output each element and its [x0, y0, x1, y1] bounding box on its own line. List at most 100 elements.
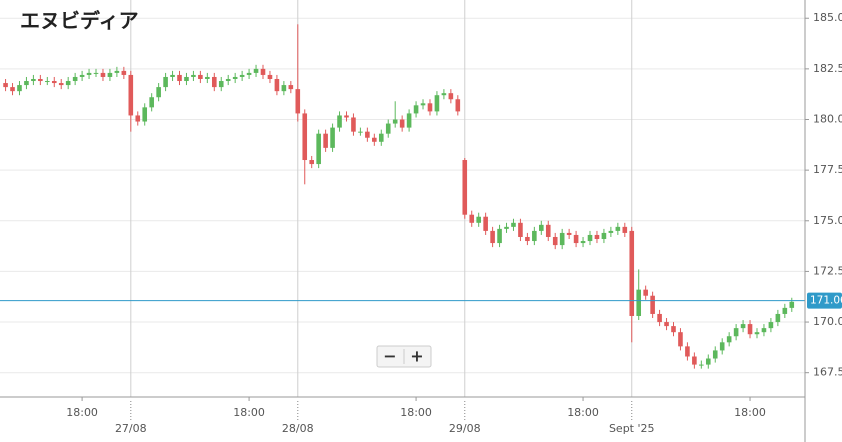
candle-body	[545, 224, 551, 237]
candle-body	[587, 234, 593, 242]
candle-body	[316, 133, 321, 165]
candle-body	[288, 85, 294, 90]
candle-body	[93, 72, 99, 74]
candle-body	[705, 358, 711, 365]
candle-body	[10, 87, 15, 92]
candle-body	[511, 222, 516, 227]
y-tick-label: 182.50	[813, 62, 842, 75]
x-tick-label: 18:00	[734, 406, 766, 419]
candle-body	[671, 326, 676, 333]
candle-body	[107, 72, 113, 77]
candle-body	[72, 76, 78, 82]
candle-body	[733, 328, 739, 337]
candle-body	[177, 74, 182, 82]
axes: 167.50 170.00 172.50 175.00 177.50 180.00 182.…	[66, 11, 842, 435]
x-tick-label: 18:00	[567, 406, 599, 419]
candle-body	[260, 68, 266, 75]
candle-body	[782, 307, 788, 314]
y-tick-label: 172.50	[813, 264, 842, 277]
candle-body	[427, 103, 433, 112]
y-tick-label: 167.50	[813, 366, 842, 379]
candle-body	[79, 74, 85, 77]
candle-body	[267, 74, 273, 79]
candle-body	[455, 99, 461, 112]
candle-body	[539, 224, 544, 231]
candle-body	[636, 289, 642, 316]
candle-body	[385, 123, 391, 134]
candle-body	[441, 93, 447, 96]
candle-body	[309, 160, 315, 165]
candle-body	[378, 133, 384, 142]
zoom-in-button[interactable]: +	[410, 347, 423, 366]
x-tick-label: 18:00	[233, 406, 265, 419]
chart-title: エヌビディア	[20, 9, 139, 33]
candle-body	[344, 115, 349, 118]
candle-body	[253, 68, 259, 73]
candle-body	[24, 81, 29, 86]
candle-body	[678, 332, 683, 347]
y-tick-label: 180.00	[813, 113, 842, 126]
candle-body	[518, 222, 523, 237]
candle-body	[323, 133, 328, 148]
y-tick-label: 170.00	[813, 315, 842, 328]
candle-body	[399, 119, 405, 128]
candle-body	[552, 236, 558, 246]
candle-body	[719, 342, 725, 351]
candle-body	[246, 72, 252, 75]
candle-body	[45, 81, 50, 83]
candle-body	[594, 234, 600, 240]
date-tick-label: Sept '25	[609, 422, 655, 435]
candle-body	[225, 78, 231, 82]
candle-body	[768, 322, 774, 329]
candle-body	[100, 72, 106, 77]
candle-body	[490, 230, 495, 244]
candle-body	[365, 131, 370, 138]
candle-body	[476, 216, 481, 223]
x-tick-label: 18:00	[66, 406, 98, 419]
candle-body	[726, 336, 732, 343]
candle-body	[434, 95, 440, 112]
candle-body	[685, 346, 690, 357]
candle-body	[372, 137, 377, 142]
candle-body	[601, 232, 607, 240]
candle-body	[559, 232, 565, 246]
candle-body	[580, 241, 586, 244]
candle-body	[51, 81, 57, 84]
candle-body	[754, 332, 760, 335]
candle-body	[295, 89, 301, 114]
candle-body	[573, 234, 579, 244]
candle-body	[525, 236, 530, 242]
candle-body	[692, 356, 697, 365]
date-tick-label: 27/08	[115, 422, 147, 435]
zoom-controls: − +	[376, 345, 432, 368]
candle-body	[198, 74, 203, 79]
candle-body	[135, 115, 141, 122]
date-tick-label: 28/08	[282, 422, 314, 435]
y-tick-label: 185.00	[813, 11, 842, 24]
last-price-badge	[807, 292, 842, 309]
candle-body	[281, 85, 287, 92]
last-price-label: 171.06	[810, 295, 842, 307]
candle-body	[406, 113, 412, 128]
candle-body	[274, 78, 280, 92]
candle-body	[664, 322, 669, 327]
candle-body	[462, 160, 468, 215]
candle-body	[121, 70, 127, 75]
candle-body	[392, 119, 398, 124]
candle-body	[330, 127, 335, 148]
candle-body	[58, 83, 64, 86]
candle-body	[448, 93, 454, 100]
candle-body	[650, 295, 655, 314]
zoom-out-button[interactable]: −	[383, 347, 396, 366]
candle-body	[566, 232, 572, 235]
candle-body	[149, 97, 154, 108]
candle-body	[163, 76, 168, 88]
candle-body	[740, 324, 746, 329]
candle-body	[142, 107, 148, 122]
candle-body	[205, 76, 210, 79]
y-tick-label: 175.00	[813, 214, 842, 227]
candle-body	[191, 74, 196, 77]
candle-body	[156, 87, 161, 98]
